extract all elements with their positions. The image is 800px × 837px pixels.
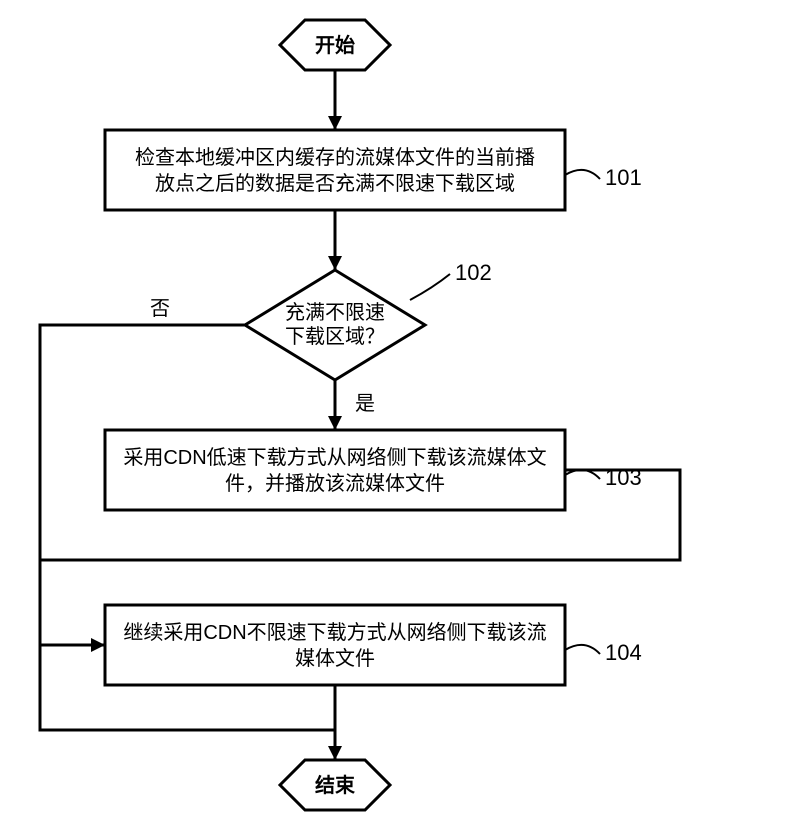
step-label-104: 104 (605, 640, 642, 665)
step-103-box: 采用CDN低速下载方式从网络侧下载该流媒体文件，并播放该流媒体文件 (105, 430, 565, 510)
svg-text:开始: 开始 (315, 33, 355, 57)
step-label-102: 102 (455, 260, 492, 285)
step-104-box: 继续采用CDN不限速下载方式从网络侧下载该流媒体文件 (105, 605, 565, 685)
svg-text:媒体文件: 媒体文件 (295, 647, 375, 670)
svg-text:放点之后的数据是否充满不限速下载区域: 放点之后的数据是否充满不限速下载区域 (155, 172, 515, 195)
svg-text:件，并播放该流媒体文件: 件，并播放该流媒体文件 (225, 472, 445, 495)
svg-text:采用CDN低速下载方式从网络侧下载该流媒体文: 采用CDN低速下载方式从网络侧下载该流媒体文 (123, 446, 546, 469)
step-label-103: 103 (605, 465, 642, 490)
end-terminator: 结束 (280, 760, 390, 810)
svg-text:检查本地缓冲区内缓存的流媒体文件的当前播: 检查本地缓冲区内缓存的流媒体文件的当前播 (135, 146, 535, 169)
step-label-101: 101 (605, 165, 642, 190)
svg-text:是: 是 (355, 393, 375, 415)
start-terminator: 开始 (280, 20, 390, 70)
svg-text:结束: 结束 (315, 773, 356, 797)
svg-text:否: 否 (150, 298, 170, 320)
svg-text:充满不限速: 充满不限速 (285, 301, 385, 324)
svg-text:继续采用CDN不限速下载方式从网络侧下载该流: 继续采用CDN不限速下载方式从网络侧下载该流 (123, 621, 546, 644)
step-101-box: 检查本地缓冲区内缓存的流媒体文件的当前播放点之后的数据是否充满不限速下载区域 (105, 130, 565, 210)
svg-text:下载区域？: 下载区域？ (285, 325, 385, 348)
